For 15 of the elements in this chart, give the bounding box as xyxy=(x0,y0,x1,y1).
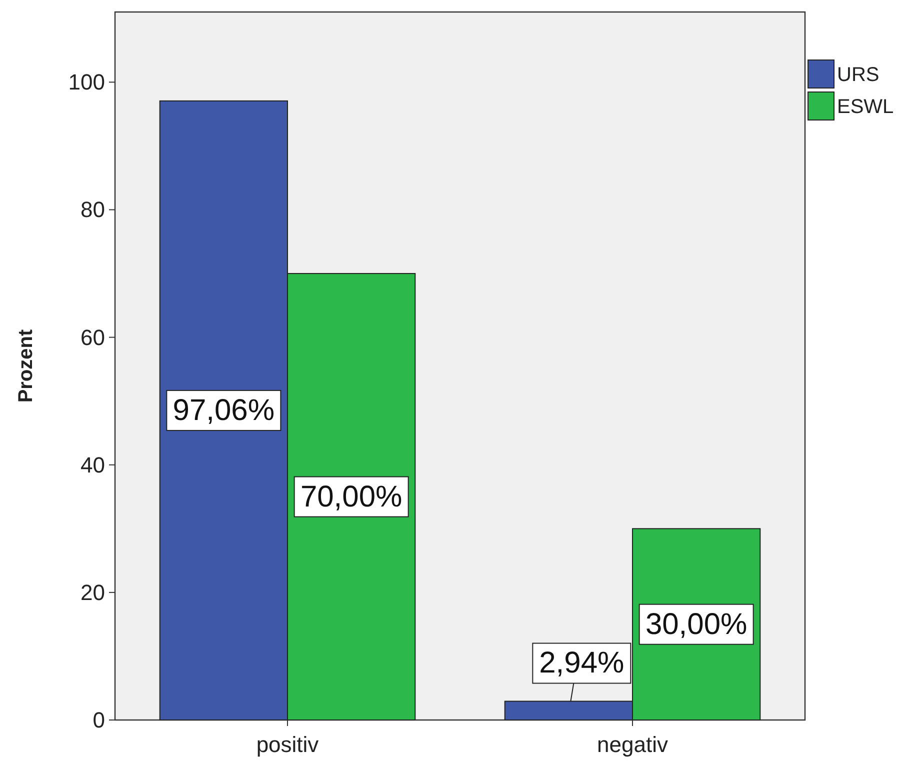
legend-label: URS xyxy=(837,64,880,86)
data-label: 2,94% xyxy=(539,646,624,680)
y-axis-title: Prozent xyxy=(15,328,37,403)
y-tick-label: 60 xyxy=(80,324,105,350)
y-tick-label: 20 xyxy=(80,580,105,605)
legend-label: ESWL xyxy=(837,96,894,118)
y-tick-label: 0 xyxy=(92,708,105,732)
x-tick-label: negativ xyxy=(597,732,668,757)
data-label: 70,00% xyxy=(300,480,402,514)
y-tick-label: 40 xyxy=(80,452,105,478)
data-label: 30,00% xyxy=(645,608,748,641)
y-tick-label: 100 xyxy=(68,70,105,95)
x-tick-label: positiv xyxy=(256,732,319,757)
y-tick-label: 80 xyxy=(80,197,105,222)
data-label: 97,06% xyxy=(172,394,275,427)
